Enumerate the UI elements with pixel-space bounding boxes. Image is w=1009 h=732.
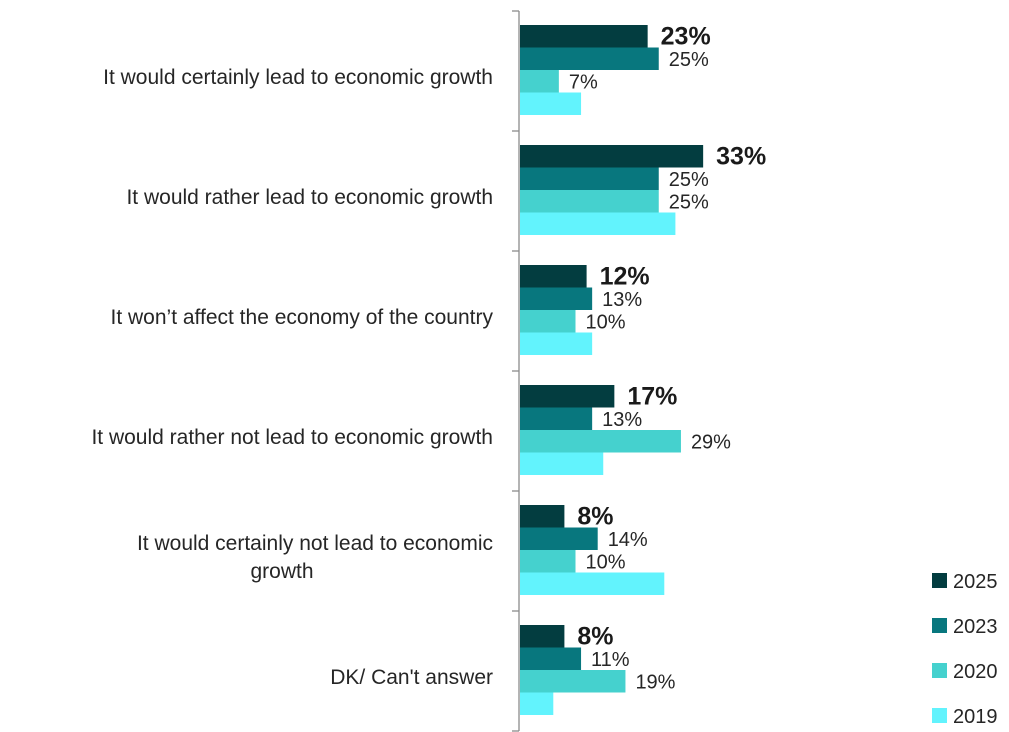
bar-2019-5: [520, 572, 665, 595]
data-label-2020-4: 29%: [691, 431, 731, 453]
bar-2019-6: [520, 692, 554, 715]
category-label-6: DK/ Can't answer: [330, 666, 493, 689]
data-labels: 23%33%12%17%8%8%25%25%13%13%14%11%7%25%1…: [569, 22, 766, 693]
legend-swatch-2023: [932, 618, 947, 633]
data-label-2023-1: 25%: [669, 49, 709, 71]
bar-2020-2: [520, 190, 659, 213]
data-label-2025-1: 23%: [661, 22, 711, 50]
data-label-2025-5: 8%: [577, 502, 613, 530]
legend: 2025 2023 2020 2019: [932, 571, 998, 728]
data-label-2025-6: 8%: [577, 622, 613, 650]
legend-label-2025: 2025: [953, 571, 998, 593]
data-label-2020-2: 25%: [669, 191, 709, 213]
bar-2025-6: [520, 625, 565, 648]
bar-2023-1: [520, 47, 659, 70]
data-label-2023-2: 25%: [669, 169, 709, 191]
legend-label-2023: 2023: [953, 616, 998, 638]
bar-2025-1: [520, 25, 648, 48]
bar-2025-3: [520, 265, 587, 288]
category-label-5: It would certainly not lead to economic g…: [137, 532, 493, 583]
bar-2020-5: [520, 550, 576, 573]
category-label-4: It would rather not lead to economic gro…: [91, 426, 493, 449]
legend-swatch-2025: [932, 573, 947, 588]
bar-2019-4: [520, 452, 604, 475]
bar-2020-6: [520, 670, 626, 693]
category-label-2: It would rather lead to economic growth: [126, 186, 493, 209]
category-label-1: It would certainly lead to economic grow…: [103, 66, 493, 89]
data-label-2025-4: 17%: [627, 382, 677, 410]
bar-2020-3: [520, 310, 576, 333]
legend-label-2020: 2020: [953, 661, 998, 683]
data-label-2023-3: 13%: [602, 289, 642, 311]
data-label-2023-4: 13%: [602, 409, 642, 431]
bar-2025-5: [520, 505, 565, 528]
legend-label-2019: 2019: [953, 706, 998, 728]
bar-2023-6: [520, 647, 582, 670]
bar-2023-5: [520, 527, 598, 550]
bar-2020-4: [520, 430, 681, 453]
data-label-2020-5: 10%: [586, 551, 626, 573]
data-label-2023-5: 14%: [608, 529, 648, 551]
data-label-2020-1: 7%: [569, 71, 598, 93]
data-label-2025-3: 12%: [600, 262, 650, 290]
bar-2020-1: [520, 70, 559, 93]
data-label-2020-6: 19%: [635, 671, 675, 693]
bar-2025-2: [520, 145, 704, 168]
data-label-2020-3: 10%: [586, 311, 626, 333]
bar-2023-3: [520, 287, 593, 310]
bar-2019-3: [520, 332, 593, 355]
legend-swatch-2019: [932, 708, 947, 723]
bar-2023-4: [520, 407, 593, 430]
bar-series: [520, 25, 704, 715]
data-label-2023-6: 11%: [591, 649, 630, 671]
category-label-3: It won’t affect the economy of the count…: [111, 306, 494, 329]
bar-2025-4: [520, 385, 615, 408]
category-axis: [512, 10, 520, 732]
category-labels: It would certainly lead to economic grow…: [91, 66, 493, 689]
legend-swatch-2020: [932, 663, 947, 678]
bar-2023-2: [520, 167, 659, 190]
bar-2019-2: [520, 212, 676, 235]
data-label-2025-2: 33%: [716, 142, 766, 170]
bar-2019-1: [520, 92, 582, 115]
